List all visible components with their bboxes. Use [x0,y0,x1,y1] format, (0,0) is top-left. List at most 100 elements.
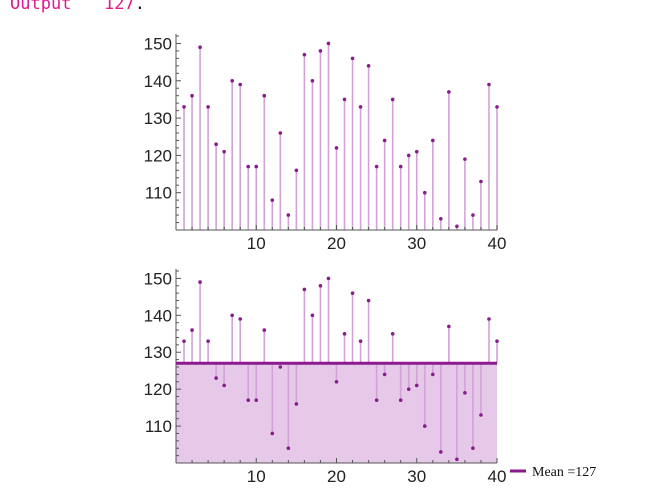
p2-point-10 [254,398,259,403]
p1-point-8 [238,82,242,87]
p1-point-12 [270,198,275,202]
p2-point-35 [455,457,459,462]
p2-point-40 [495,339,499,343]
p2-y-tick-label-130: 130 [144,343,172,362]
p1-point-34 [447,90,451,94]
p2-x-tick-label-20: 20 [327,467,346,486]
p1-y-tick-label-130: 130 [144,109,172,128]
p1-point-20 [334,146,339,150]
p2-point-37 [471,446,475,451]
p2-point-1 [182,339,186,343]
p2-point-33 [439,450,443,454]
p1-point-7 [230,78,234,83]
output-label: Output [10,0,72,14]
p1-point-14 [286,213,291,217]
p2-point-23 [358,339,363,343]
p1-point-10 [254,164,259,169]
p1-point-16 [302,52,307,57]
p1-point-37 [471,213,475,217]
p1-x-tick-label-10: 10 [247,234,266,253]
p2-point-21 [342,331,347,336]
p1-point-17 [310,78,315,83]
p2-x-tick-label-30: 30 [407,467,426,486]
p2-point-6 [222,383,226,388]
p1-y-tick-label-140: 140 [144,72,172,91]
p1-point-35 [455,224,459,229]
p2-point-38 [479,413,483,417]
p1-point-36 [463,157,467,161]
p2-point-30 [414,383,419,388]
p2-x-tick-label-10: 10 [247,467,266,486]
p2-point-31 [422,424,427,428]
p1-point-18 [318,49,323,53]
p2-point-9 [246,398,251,403]
p2-point-24 [366,298,371,303]
p1-point-4 [206,105,210,109]
p1-point-31 [422,190,427,195]
p2-point-18 [318,283,323,288]
p2-y-tick-label-140: 140 [144,306,172,325]
p2-point-11 [262,328,267,332]
legend: Mean =127 [510,465,596,480]
p1-point-6 [222,149,226,154]
p2-point-26 [382,372,387,377]
p1-point-15 [294,168,299,173]
p2-point-12 [270,431,275,436]
p2-y-tick-label-120: 120 [144,380,172,399]
p1-point-5 [214,142,218,146]
p2-point-34 [447,324,451,329]
p1-point-2 [190,93,194,98]
p2-point-15 [294,402,299,406]
p2-point-2 [190,328,194,332]
p1-point-28 [398,164,403,169]
p1-point-33 [439,217,443,221]
stem-plot-top: 10 20 30 40 110 120 130 140 150 [144,34,507,253]
p2-point-29 [406,387,411,391]
p2-point-19 [326,276,331,281]
stem-plot-bottom-with-mean: 10 20 30 40 110 120 130 140 150 [144,269,507,486]
p1-point-25 [374,164,379,169]
p1-y-tick-label-110: 110 [145,184,172,203]
p2-x-tick-label-40: 40 [488,467,507,486]
p1-point-38 [479,179,483,184]
output-number: 127 [104,0,135,14]
p1-point-29 [406,153,411,158]
p1-point-24 [366,64,371,68]
output-value: 127. [104,0,145,14]
p2-point-8 [238,317,242,321]
p1-point-3 [198,45,202,49]
p2-point-4 [206,339,210,343]
p2-point-39 [487,317,491,321]
output-terminator: . [134,0,145,14]
p1-x-tick-label-20: 20 [327,234,346,253]
p1-y-tick-label-120: 120 [144,146,172,165]
p2-point-17 [310,313,315,318]
p1-point-32 [431,138,435,143]
p2-point-3 [198,280,202,284]
p2-y-tick-label-150: 150 [144,269,172,288]
p2-point-13 [278,365,283,369]
p1-point-39 [487,82,491,87]
p2-point-7 [230,313,234,318]
p2-point-22 [350,291,355,295]
legend-mean-label: Mean =127 [532,465,596,480]
p2-point-14 [286,446,291,451]
p1-point-1 [182,105,186,109]
p1-point-9 [246,164,251,169]
p2-point-27 [390,331,395,336]
p2-point-5 [214,376,218,380]
p1-point-26 [382,138,387,143]
p1-point-13 [278,131,283,135]
p1-point-22 [350,56,355,61]
p1-x-tick-label-30: 30 [407,234,426,253]
p2-point-16 [302,287,307,292]
p1-point-40 [495,105,499,109]
p1-x-tick-label-40: 40 [488,234,507,253]
p1-y-tick-label-150: 150 [144,34,172,53]
p2-point-20 [334,379,339,384]
p1-point-21 [342,97,347,102]
p2-point-36 [463,391,467,395]
p1-point-30 [414,149,419,154]
p2-point-25 [374,398,379,403]
